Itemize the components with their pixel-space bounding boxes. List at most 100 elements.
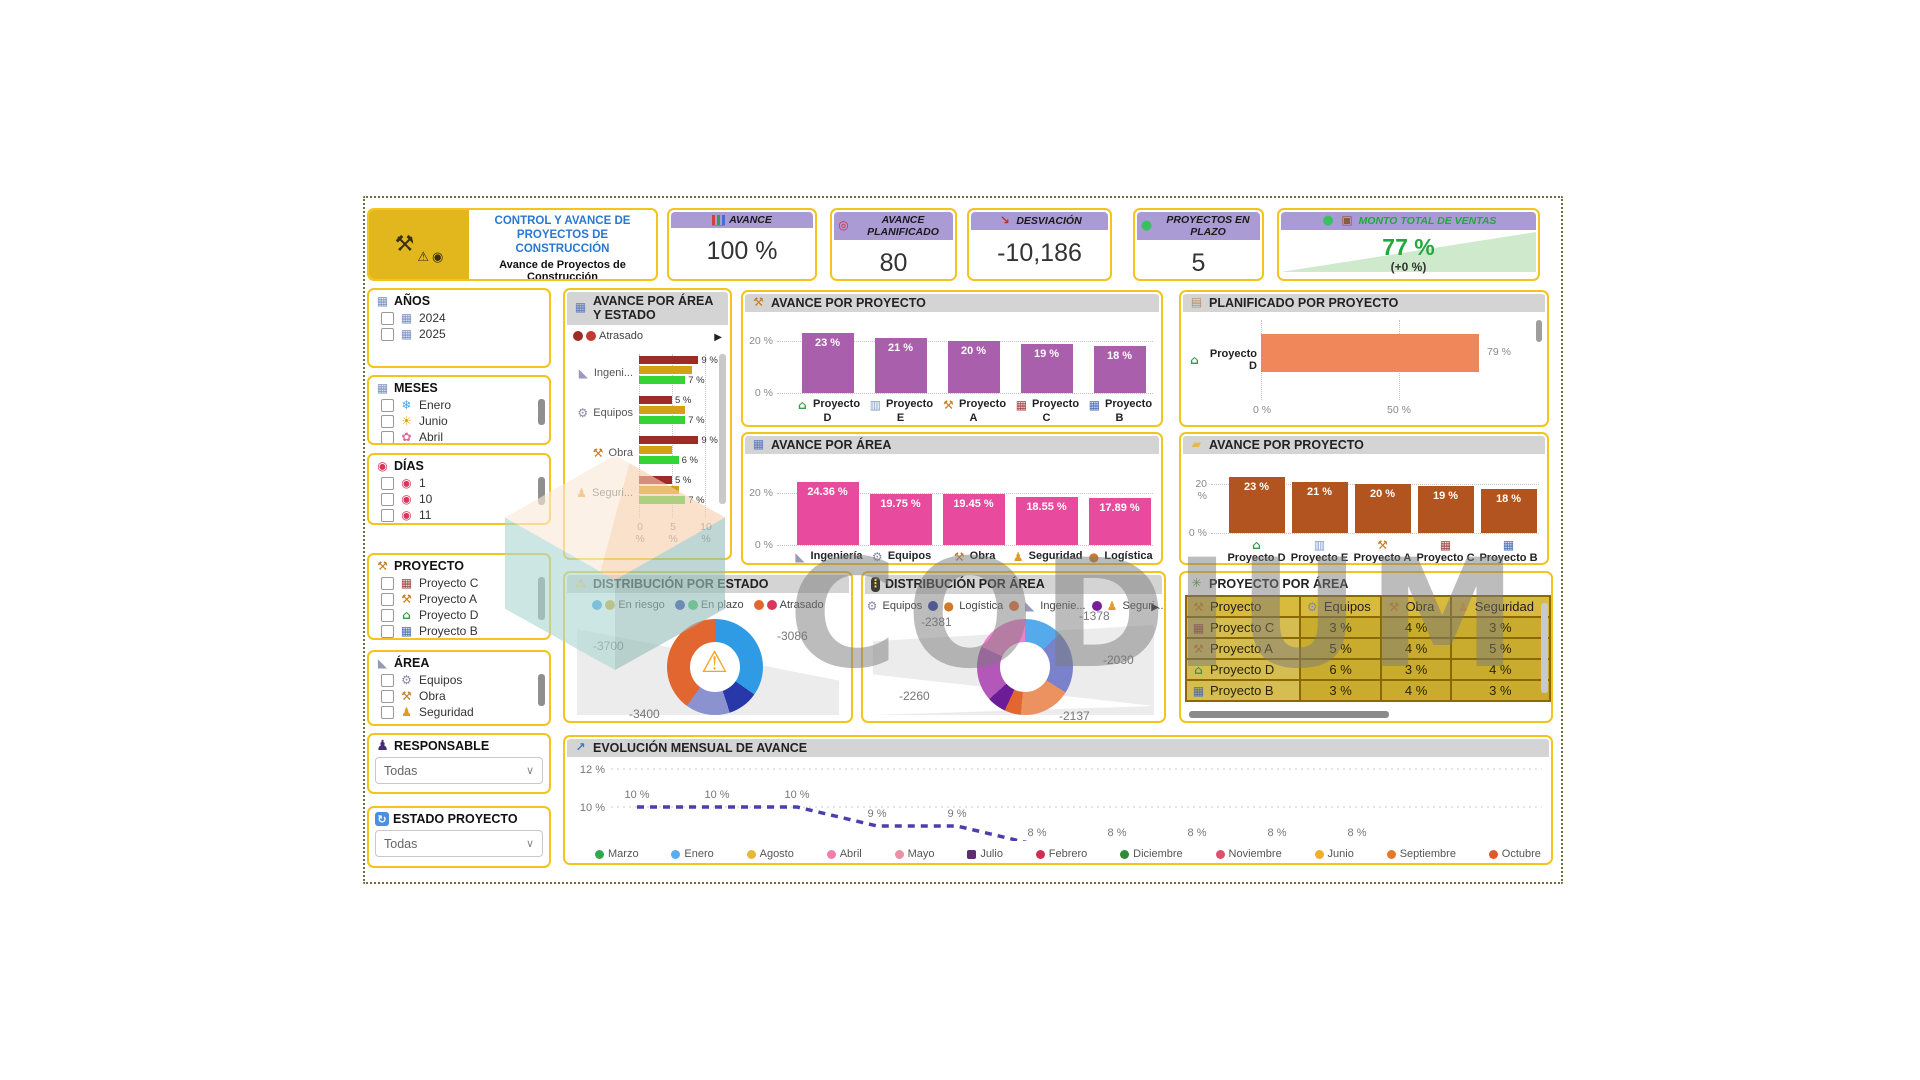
filter-item-proyecto-a[interactable]: Proyecto A (381, 592, 543, 606)
filter-item-proyecto-b[interactable]: Proyecto B (381, 624, 543, 638)
bar-proyecto-d[interactable]: 23 % (1228, 476, 1285, 533)
checkbox[interactable] (381, 624, 394, 638)
bar-serie-3[interactable] (639, 456, 679, 464)
filter-item-2024[interactable]: 2024 (381, 311, 543, 325)
filter-item-abril[interactable]: Abril (381, 430, 543, 443)
trend-line[interactable] (637, 805, 1517, 841)
filter-item-1[interactable]: 1 (381, 476, 543, 490)
bar-proyecto-b[interactable]: 18 % (1480, 488, 1537, 533)
vertical-scrollbar[interactable] (1541, 603, 1548, 693)
filter-item-proyecto-c[interactable]: Proyecto C (381, 576, 543, 590)
checkbox[interactable] (381, 592, 394, 606)
table-cell[interactable]: 6 % (1298, 658, 1383, 682)
checkbox[interactable] (381, 673, 394, 687)
legend-item-equipos[interactable]: Equipos (863, 599, 922, 613)
month-legend-septiembre[interactable]: Septiembre (1386, 848, 1456, 860)
bar-serie-3[interactable] (639, 376, 686, 384)
table-cell[interactable]: 3 % (1380, 658, 1452, 682)
bar-proyecto-d[interactable]: 23 % (801, 333, 854, 393)
bar-serie-2[interactable] (639, 446, 672, 454)
checkbox[interactable] (381, 705, 394, 719)
bar-log-stica[interactable]: 17.89 % (1088, 498, 1151, 545)
table-cell[interactable]: 4 % (1380, 637, 1452, 661)
month-legend-marzo[interactable]: Marzo (595, 848, 639, 860)
checkbox[interactable] (381, 311, 394, 325)
kpi-card-avance[interactable]: AVANCE 100 % (667, 208, 817, 281)
bar-proyecto-c[interactable]: 19 % (1020, 343, 1073, 393)
vertical-scrollbar[interactable] (538, 399, 545, 425)
table-cell[interactable]: 3 % (1298, 679, 1383, 703)
bar-seguridad[interactable]: 18.55 % (1015, 496, 1078, 545)
table-cell[interactable]: 4 % (1380, 679, 1452, 703)
legend-item-log-stica[interactable]: Logística (928, 599, 1003, 613)
month-legend-octubre[interactable]: Octubre (1488, 848, 1541, 860)
bar-proyecto-e[interactable]: 21 % (1291, 481, 1348, 533)
table-cell[interactable]: 4 % (1449, 658, 1551, 682)
bar-proyecto-a[interactable]: 20 % (1354, 484, 1411, 533)
table-cell[interactable]: 3 % (1449, 679, 1551, 703)
bar-atrasado[interactable] (639, 396, 672, 404)
bar-ingenier-a[interactable]: 24.36 % (796, 481, 859, 545)
filter-item-11[interactable]: 11 (381, 508, 543, 522)
legend-item-en-plazo[interactable]: En plazo (674, 599, 744, 611)
bar-atrasado[interactable] (639, 356, 699, 364)
filter-item-seguridad[interactable]: Seguridad (381, 705, 543, 719)
filter-item-10[interactable]: 10 (381, 492, 543, 506)
filter-item-equipos[interactable]: Equipos (381, 673, 543, 687)
legend-next-arrow[interactable]: ▶ (1151, 602, 1159, 613)
checkbox[interactable] (381, 608, 394, 622)
legend-item-atrasado[interactable]: Atrasado (753, 599, 824, 611)
filter-item-junio[interactable]: Junio (381, 414, 543, 428)
month-legend-mayo[interactable]: Mayo (894, 848, 934, 860)
checkbox[interactable] (381, 414, 394, 428)
row-name-proyecto-c[interactable]: Proyecto C (1185, 616, 1301, 640)
legend-item-ingenie-[interactable]: Ingenie... (1009, 599, 1086, 613)
month-legend-enero[interactable]: Enero (671, 848, 714, 860)
vertical-scrollbar[interactable] (1536, 320, 1542, 342)
checkbox[interactable] (381, 689, 394, 703)
table-cell[interactable]: 3 % (1449, 616, 1551, 640)
bar-atrasado[interactable] (639, 476, 672, 484)
checkbox[interactable] (381, 327, 394, 341)
row-name-proyecto-b[interactable]: Proyecto B (1185, 679, 1301, 703)
column-header-proyecto[interactable]: Proyecto (1185, 595, 1301, 619)
legend-item-atrasado[interactable]: Atrasado (573, 330, 643, 342)
month-legend-junio[interactable]: Junio (1314, 848, 1354, 860)
bar-proyecto-d[interactable] (1261, 334, 1480, 372)
bar-atrasado[interactable] (639, 436, 699, 444)
legend-next-arrow[interactable]: ▶ (714, 332, 722, 343)
kpi-card-monto-total-de-ventas[interactable]: MONTO TOTAL DE VENTAS 77 %(+0 %) (1277, 208, 1540, 281)
month-legend-abril[interactable]: Abril (826, 848, 862, 860)
row-name-proyecto-a[interactable]: Proyecto A (1185, 637, 1301, 661)
kpi-card-proyectos-en-plazo[interactable]: PROYECTOS EN PLAZO 5 (1133, 208, 1264, 281)
bar-proyecto-a[interactable]: 20 % (947, 341, 1000, 393)
month-legend-agosto[interactable]: Agosto (746, 848, 794, 860)
bar-proyecto-c[interactable]: 19 % (1417, 486, 1474, 533)
kpi-card-desviaci-n[interactable]: DESVIACIÓN -10,186 (967, 208, 1112, 281)
vertical-scrollbar[interactable] (538, 577, 545, 620)
dropdown-select[interactable]: Todas ∨ (375, 757, 543, 784)
bar-obra[interactable]: 19.45 % (942, 494, 1005, 545)
table-cell[interactable]: 3 % (1298, 616, 1383, 640)
month-legend-febrero[interactable]: Febrero (1035, 848, 1087, 860)
horizontal-scrollbar[interactable] (1189, 711, 1389, 718)
filter-item-enero[interactable]: Enero (381, 398, 543, 412)
filter-item-obra[interactable]: Obra (381, 689, 543, 703)
filter-item-2025[interactable]: 2025 (381, 327, 543, 341)
vertical-scrollbar[interactable] (538, 477, 545, 505)
table-cell[interactable]: 4 % (1380, 616, 1452, 640)
column-header-obra[interactable]: Obra (1380, 595, 1452, 619)
checkbox[interactable] (381, 398, 394, 412)
legend-item-en-riesgo[interactable]: En riesgo (592, 599, 665, 611)
row-name-proyecto-d[interactable]: Proyecto D (1185, 658, 1301, 682)
month-legend-diciembre[interactable]: Diciembre (1120, 848, 1183, 860)
legend-item-seguri-[interactable]: Seguri... (1091, 599, 1164, 613)
bar-proyecto-b[interactable]: 18 % (1093, 346, 1146, 393)
bar-equipos[interactable]: 19.75 % (869, 493, 932, 545)
month-legend-noviembre[interactable]: Noviembre (1215, 848, 1282, 860)
bar-serie-2[interactable] (639, 406, 686, 414)
checkbox[interactable] (381, 476, 394, 490)
bar-serie-3[interactable] (639, 496, 686, 504)
table-cell[interactable]: 5 % (1298, 637, 1383, 661)
bar-serie-2[interactable] (639, 486, 679, 494)
